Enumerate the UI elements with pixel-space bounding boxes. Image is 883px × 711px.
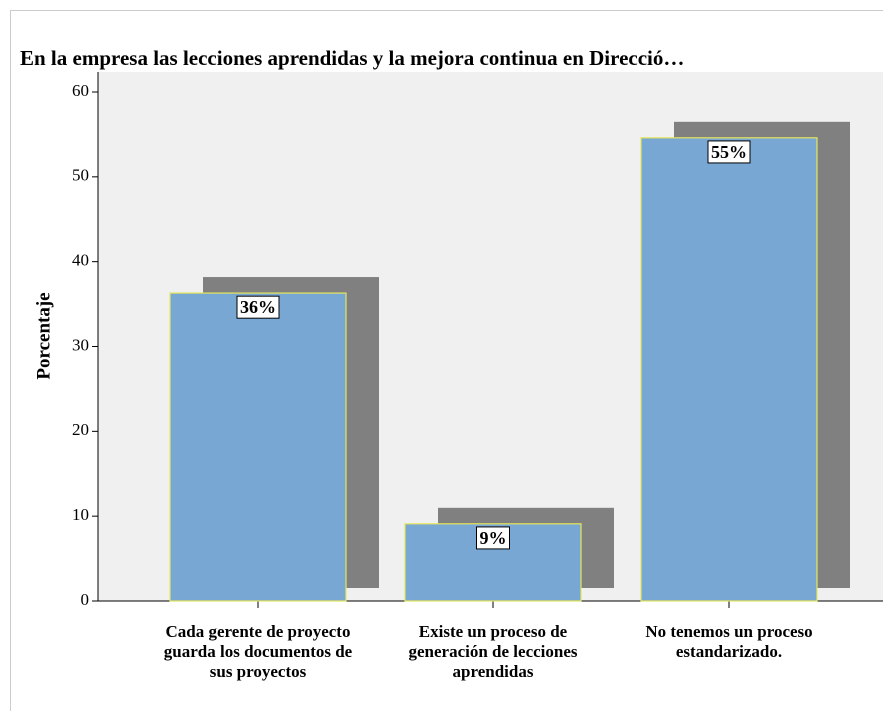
x-tick-label: Existe un proceso de generación de lecci… (408, 622, 578, 681)
value-label-box (476, 526, 510, 550)
value-label: 55% (711, 142, 747, 162)
y-tick-label: 50 (72, 166, 89, 185)
y-tick-label: 60 (72, 81, 89, 100)
chart-title: En la empresa las lecciones aprendidas y… (20, 46, 684, 70)
y-tick-label: 40 (72, 251, 89, 270)
value-label-box (707, 140, 751, 164)
y-tick-label: 30 (72, 335, 89, 354)
x-tick-label: Cada gerente de proyecto guarda los docu… (163, 622, 353, 681)
bar (169, 292, 347, 602)
value-label: 36% (240, 297, 276, 317)
y-tick-label: 20 (72, 420, 89, 439)
y-axis-label: Porcentaje (33, 292, 54, 379)
value-label: 9% (480, 528, 507, 548)
value-label-box (236, 295, 280, 319)
frame (10, 10, 883, 711)
x-tick-label: No tenemos un proceso estandarizado. (645, 622, 813, 661)
y-tick-label: 0 (81, 590, 90, 609)
y-tick-label: 10 (72, 505, 89, 524)
bar (640, 137, 818, 602)
